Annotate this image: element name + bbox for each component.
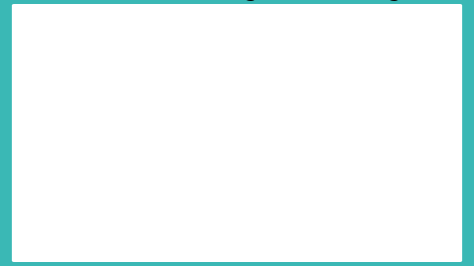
Text: $y = ??$: $y = ??$ bbox=[264, 222, 326, 246]
Text: Resolver un Triángulo Rectángulo: Resolver un Triángulo Rectángulo bbox=[32, 0, 442, 1]
Text: y: y bbox=[339, 217, 348, 234]
Text: x: x bbox=[226, 132, 235, 149]
Text: 12: 12 bbox=[195, 124, 216, 142]
Text: x: x bbox=[96, 109, 106, 126]
Text: 1000: 1000 bbox=[329, 119, 372, 136]
Text: $x = ??$: $x = ??$ bbox=[157, 224, 219, 244]
Text: 68°: 68° bbox=[264, 100, 286, 113]
Text: 36°: 36° bbox=[72, 183, 94, 196]
Text: y: y bbox=[110, 217, 119, 234]
FancyBboxPatch shape bbox=[128, 213, 346, 254]
